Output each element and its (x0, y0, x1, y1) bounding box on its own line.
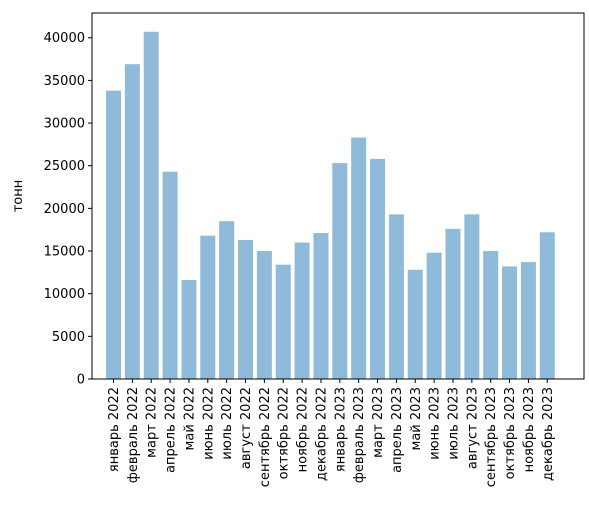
x-tick-label: декабрь 2022 (314, 387, 329, 481)
bar (426, 252, 442, 379)
x-tick-label: сентябрь 2022 (258, 387, 273, 487)
bar (370, 158, 386, 379)
bar (200, 235, 216, 379)
y-axis-label: тонн (11, 180, 26, 213)
x-tick-label: октябрь 2023 (503, 387, 518, 479)
x-tick-label: сентябрь 2023 (484, 387, 499, 487)
bar (483, 251, 499, 379)
y-tick-label: 0 (77, 373, 85, 388)
bar (238, 239, 254, 379)
bar (106, 90, 121, 379)
y-axis-ticks: 0 5000 10000 15000 20000 25000 30000 35000 40000 (44, 31, 92, 388)
y-tick-label: 25000 (44, 159, 85, 174)
x-tick-label: январь 2023 (333, 387, 348, 472)
x-tick-label: август 2023 (465, 387, 480, 469)
bar (124, 64, 140, 379)
bar (445, 228, 461, 379)
plot-frame (91, 12, 585, 380)
bar (332, 163, 348, 379)
x-axis-ticks: январь 2022 февраль 2022 март 2022 апрель 2… (107, 379, 556, 487)
y-tick-label: 20000 (44, 202, 85, 217)
bar (181, 280, 197, 379)
y-tick-label: 35000 (44, 74, 85, 89)
x-tick-label: февраль 2022 (126, 387, 141, 483)
y-tick-label: 15000 (44, 245, 85, 260)
x-tick-label: март 2023 (371, 387, 386, 458)
x-tick-label: июнь 2022 (201, 387, 216, 460)
bar (502, 266, 518, 379)
x-tick-label: август 2022 (239, 387, 254, 469)
x-tick-label: апрель 2022 (164, 387, 179, 473)
y-tick-label: 30000 (44, 117, 85, 132)
x-tick-label: июнь 2023 (428, 387, 443, 460)
bar (219, 221, 235, 379)
x-tick-label: июль 2022 (220, 387, 235, 460)
bar (294, 242, 310, 379)
bar (275, 264, 291, 379)
bar (162, 171, 178, 379)
bars-group (106, 31, 555, 380)
plot-area: 0 5000 10000 15000 20000 25000 30000 35000 40000… (11, 12, 585, 487)
x-tick-label: май 2022 (182, 387, 197, 450)
x-tick-label: ноябрь 2022 (296, 387, 311, 472)
bar (407, 269, 423, 379)
x-tick-label: январь 2022 (107, 387, 122, 472)
bar (520, 262, 536, 379)
x-tick-label: июль 2023 (446, 387, 461, 460)
x-tick-label: декабрь 2023 (541, 387, 556, 481)
bar (313, 233, 329, 379)
x-tick-label: май 2023 (409, 387, 424, 450)
bar (539, 232, 555, 379)
y-tick-label: 40000 (44, 31, 85, 46)
x-tick-label: ноябрь 2023 (522, 387, 537, 472)
x-tick-label: октябрь 2022 (277, 387, 292, 479)
bar (388, 214, 404, 379)
x-tick-label: февраль 2023 (352, 387, 367, 483)
bar (256, 251, 272, 379)
bar (143, 31, 159, 380)
bar (464, 214, 480, 379)
y-tick-label: 5000 (52, 330, 85, 345)
y-tick-label: 10000 (44, 287, 85, 302)
x-tick-label: март 2022 (145, 387, 160, 458)
bar (351, 137, 367, 379)
x-tick-label: апрель 2023 (390, 387, 405, 473)
